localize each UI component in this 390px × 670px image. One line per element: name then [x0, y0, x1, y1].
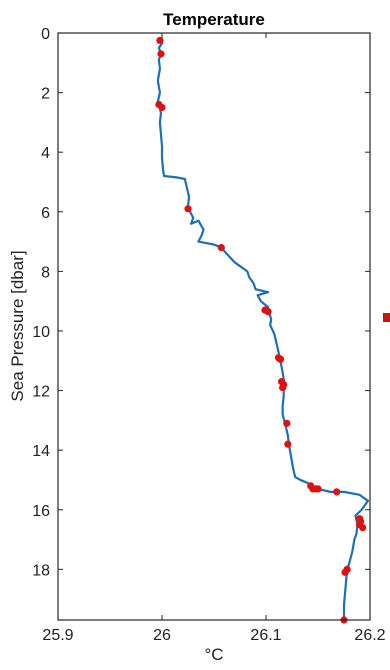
x-tick-label: 25.9 [42, 627, 73, 644]
flagged-point [341, 568, 349, 576]
flagged-point [157, 50, 165, 58]
flagged-point [276, 355, 285, 363]
y-tick-label: 6 [41, 205, 50, 222]
x-tick-label: 26.2 [354, 627, 385, 644]
y-tick-label: 0 [41, 26, 50, 43]
flagged-point [283, 419, 291, 427]
axis-ticks: 25.9 26 26.1 26.2 0 2 4 6 8 10 12 14 16 18 [32, 26, 385, 644]
flagged-point [280, 381, 288, 389]
flagged-point [217, 243, 225, 252]
flagged-point [284, 440, 292, 448]
flagged-point [314, 485, 322, 493]
x-axis-label: °C [204, 645, 223, 664]
y-axis-label: Sea Pressure [dbar] [8, 250, 27, 401]
y-tick-label: 12 [32, 384, 50, 401]
y-tick-label: 2 [41, 86, 50, 103]
edge-marker [383, 313, 390, 322]
y-tick-label: 4 [41, 145, 50, 162]
flagged-point [184, 205, 192, 213]
y-tick-label: 16 [32, 503, 50, 520]
x-tick-label: 26 [153, 627, 171, 644]
flagged-point [333, 488, 341, 496]
y-tick-label: 14 [32, 443, 50, 460]
y-tick-label: 18 [32, 562, 50, 579]
temperature-profile-line [156, 38, 370, 620]
x-tick-label: 26.1 [250, 627, 281, 644]
flagged-point [359, 524, 367, 532]
flagged-point [264, 308, 272, 316]
plot-marks [155, 36, 370, 624]
y-tick-label: 8 [41, 264, 50, 281]
flagged-point [158, 103, 166, 112]
plot-area-frame [57, 32, 371, 621]
y-tick-label: 10 [32, 324, 50, 341]
chart-title: Temperature [163, 10, 265, 29]
flagged-point [156, 36, 164, 45]
